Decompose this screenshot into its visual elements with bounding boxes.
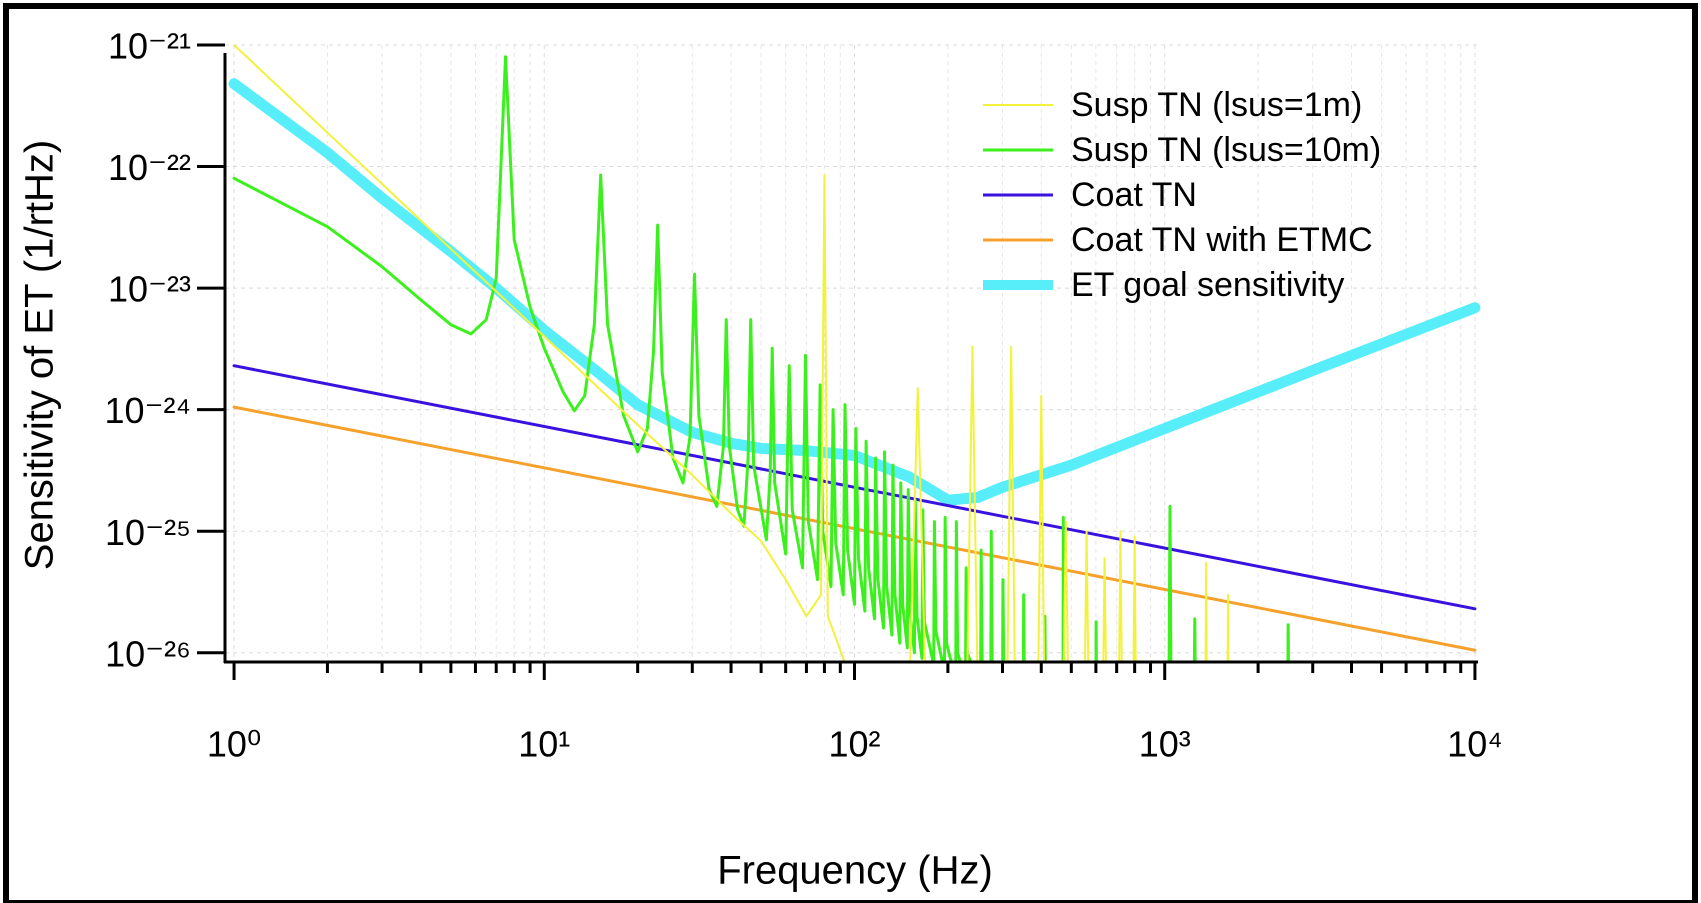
x-tick-label: 10¹ xyxy=(518,724,570,765)
y-tick-label: 10⁻²⁵ xyxy=(105,512,191,553)
y-axis-label: Sensitivity of ET (1/rtHz) xyxy=(18,140,62,570)
legend-label: Coat TN xyxy=(1071,176,1197,214)
grid xyxy=(225,44,1478,662)
x-axis-label: Frequency (Hz) xyxy=(717,849,993,893)
y-tick-label: 10⁻²³ xyxy=(108,269,191,310)
y-tick-label: 10⁻²⁶ xyxy=(105,633,191,674)
x-tick-label: 10³ xyxy=(1139,724,1191,765)
series-line xyxy=(232,55,1290,662)
legend-label: Coat TN with ETMC xyxy=(1071,221,1373,259)
x-tick-label: 10² xyxy=(828,724,880,765)
x-tick-label: 10⁰ xyxy=(207,724,261,765)
x-tick-label: 10⁴ xyxy=(1447,724,1503,765)
y-tick-label: 10⁻²⁴ xyxy=(104,390,191,431)
legend-label: Susp TN (lsus=1m) xyxy=(1071,86,1362,124)
y-tick-label: 10⁻²¹ xyxy=(108,26,191,67)
y-tick-label: 10⁻²² xyxy=(108,147,191,188)
legend: Susp TN (lsus=1m) Susp TN (lsus=10m) Coat … xyxy=(983,86,1381,304)
axes: 10⁰ 10¹ 10² 10³ 10⁴ 10⁻²⁶ 10⁻²⁵ 10⁻²⁴ 10⁻²³ 10⁻²²… xyxy=(104,26,1502,765)
legend-label: Susp TN (lsus=10m) xyxy=(1071,131,1381,169)
plot-area xyxy=(228,45,1481,662)
legend-label: ET goal sensitivity xyxy=(1071,266,1344,304)
series-line xyxy=(233,45,1230,662)
